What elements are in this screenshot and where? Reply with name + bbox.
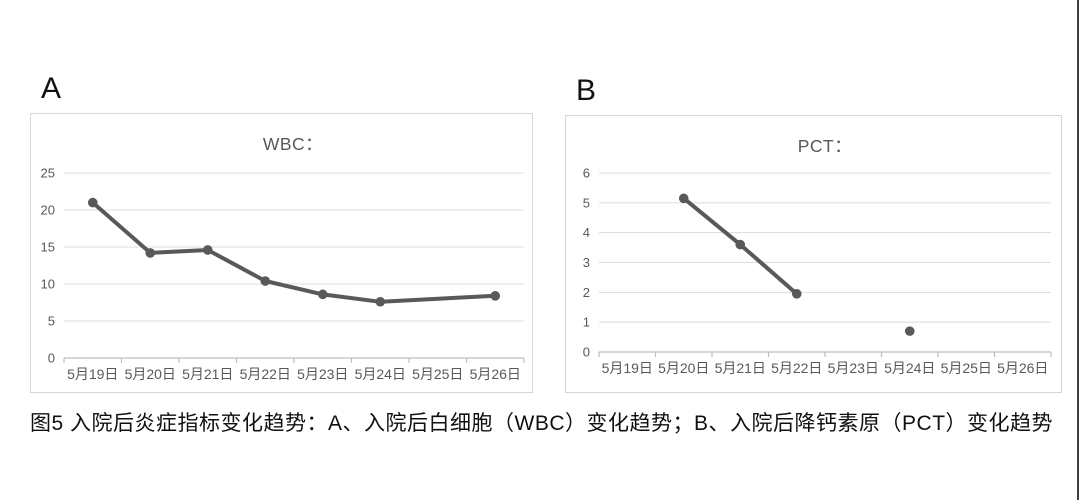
y-tick-label: 4: [583, 225, 590, 240]
x-tick-label: 5月23日: [828, 360, 879, 376]
x-tick-label: 5月22日: [240, 366, 291, 382]
data-point: [87, 197, 98, 208]
y-tick-label: 2: [583, 285, 590, 300]
x-tick-label: 5月20日: [658, 360, 709, 376]
wbc-chart-svg: 0 5 10 15 20 25 5月19日 5月20日 5月21日 5月22日 5月23日 5月24日…: [41, 166, 525, 382]
y-tick-label: 1: [583, 315, 590, 330]
x-tick-label: 5月19日: [602, 360, 653, 376]
data-point: [145, 248, 156, 258]
y-tick-label: 0: [48, 351, 55, 366]
x-tick-label: 5月23日: [297, 366, 348, 382]
y-tick-label: 5: [583, 195, 590, 210]
y-tick-label: 3: [583, 255, 590, 270]
y-tick-label: 25: [41, 166, 55, 181]
data-point: [678, 193, 689, 204]
panel-b-label: B: [576, 74, 597, 107]
x-tick-label: 5月26日: [470, 366, 521, 382]
data-point: [260, 276, 271, 286]
y-tick-label: 10: [41, 277, 55, 292]
data-point: [375, 296, 386, 307]
pct-chart-svg: 0 1 2 3 4 5 6 5月19日 5月20日 5月21日 5月22日 5月23日 5月24日 5月2…: [583, 166, 1052, 376]
y-tick-label: 5: [48, 314, 55, 329]
data-point: [904, 326, 915, 336]
data-point: [490, 291, 501, 301]
x-tick-label: 5月21日: [715, 360, 766, 376]
series-line-segment: [738, 242, 799, 296]
x-tick-label: 5月25日: [412, 366, 463, 382]
x-tick-label: 5月26日: [997, 360, 1048, 376]
x-tick-label: 5月25日: [941, 360, 992, 376]
y-tick-label: 20: [41, 203, 55, 218]
x-tick-label: 5月24日: [884, 360, 935, 376]
data-point: [317, 289, 328, 300]
wbc-chart-title: WBC：: [262, 134, 324, 154]
right-edge-line: [1077, 0, 1079, 500]
y-tick-label: 6: [583, 166, 590, 181]
pct-chart-panel: 0 1 2 3 4 5 6 5月19日 5月20日 5月21日 5月22日 5月23日 5月24日 5月2…: [565, 115, 1062, 393]
pct-chart-title: PCT：: [797, 136, 853, 156]
y-tick-label: 0: [583, 345, 590, 360]
panel-a-label: A: [41, 72, 62, 105]
series-line-segment: [681, 196, 743, 247]
data-point: [202, 245, 213, 255]
x-tick-label: 5月22日: [771, 360, 822, 376]
x-tick-label: 5月19日: [67, 366, 118, 382]
data-point: [735, 239, 746, 250]
x-tick-label: 5月21日: [182, 366, 233, 382]
wbc-chart-panel: 0 5 10 15 20 25 5月19日 5月20日 5月21日 5月22日 5月23日 5月24日…: [30, 113, 533, 393]
data-point: [791, 289, 802, 299]
x-tick-label: 5月20日: [125, 366, 176, 382]
y-tick-label: 15: [41, 240, 55, 255]
figure-caption: 图5 入院后炎症指标变化趋势：A、入院后白细胞（WBC）变化趋势；B、入院后降钙…: [30, 412, 1054, 435]
x-tick-label: 5月24日: [355, 366, 406, 382]
